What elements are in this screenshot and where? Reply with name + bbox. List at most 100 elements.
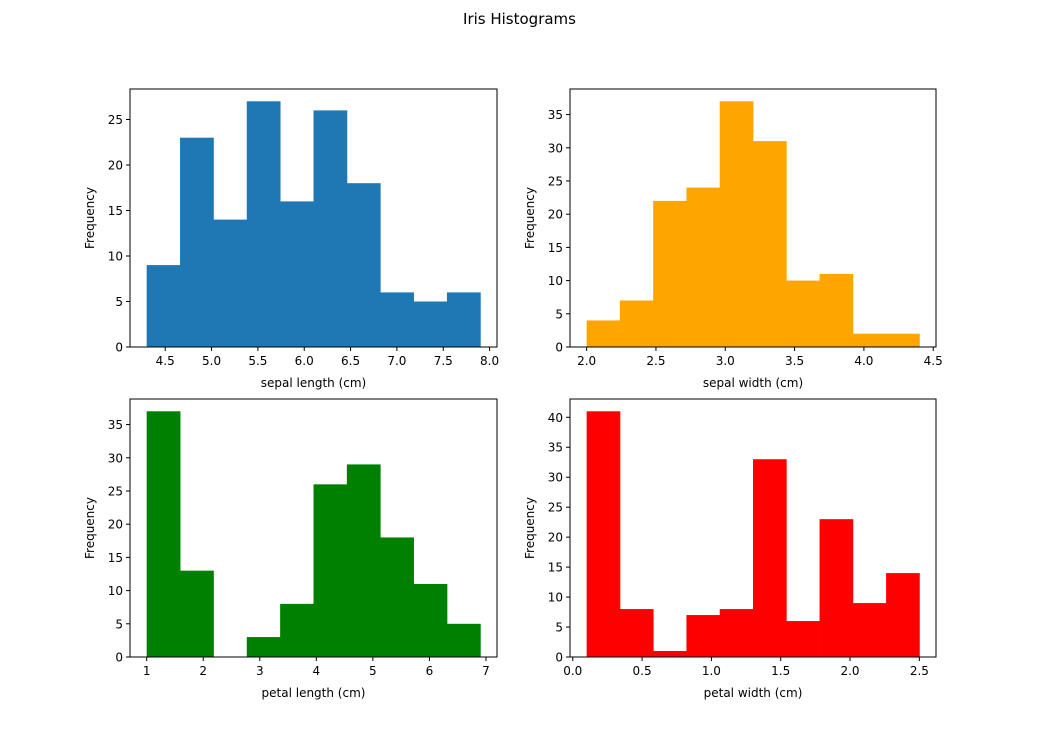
x-tick-label: 3.5 bbox=[785, 354, 804, 368]
histogram-bar bbox=[380, 292, 414, 347]
x-tick-label: 1.0 bbox=[702, 664, 721, 678]
y-tick-label: 5 bbox=[555, 307, 563, 321]
x-tick-label: 4 bbox=[313, 664, 321, 678]
y-tick-label: 35 bbox=[548, 441, 563, 455]
subplot-petal-width: 0.0 0.5 1.0 1.5 2.0 2.5 0 5 10 15 20 25 30 35 40 petal … bbox=[523, 398, 937, 700]
y-tick-label: 20 bbox=[108, 158, 123, 172]
y-axis-label: Frequency bbox=[83, 497, 97, 559]
y-tick-label: 30 bbox=[108, 451, 123, 465]
y-tick-label: 5 bbox=[115, 295, 123, 309]
y-tick-label: 25 bbox=[108, 113, 123, 127]
y-tick-label: 40 bbox=[548, 411, 563, 425]
histogram-bar bbox=[313, 484, 348, 657]
histogram-bar bbox=[653, 651, 687, 657]
x-tick-label: 1.5 bbox=[771, 664, 790, 678]
x-tick-label: 0.0 bbox=[563, 664, 582, 678]
histogram-bar bbox=[753, 141, 787, 347]
histogram-bar bbox=[446, 292, 481, 347]
y-tick-label: 25 bbox=[108, 484, 123, 498]
y-tick-label: 20 bbox=[548, 531, 563, 545]
x-axis-label: petal length (cm) bbox=[262, 686, 366, 700]
histogram-bar bbox=[280, 201, 314, 347]
x-tick-label: 2 bbox=[199, 664, 207, 678]
y-tick-label: 10 bbox=[108, 249, 123, 263]
x-axis-label: sepal width (cm) bbox=[703, 376, 803, 390]
y-tick-label: 0 bbox=[115, 651, 123, 665]
histogram-bar bbox=[586, 411, 621, 657]
y-tick-label: 5 bbox=[115, 617, 123, 631]
histogram-bar bbox=[653, 200, 687, 347]
histogram-bar bbox=[753, 459, 787, 657]
y-tick-label: 0 bbox=[115, 341, 123, 355]
histogram-bar bbox=[213, 219, 248, 347]
y-axis-label: Frequency bbox=[83, 187, 97, 249]
histogram-bar bbox=[180, 570, 214, 657]
x-tick-label: 8.0 bbox=[480, 354, 499, 368]
x-tick-label: 4.5 bbox=[156, 354, 175, 368]
x-tick-label: 4.5 bbox=[924, 354, 943, 368]
histogram-bar bbox=[413, 301, 448, 347]
x-tick-label: 3.0 bbox=[716, 354, 735, 368]
histogram-bar bbox=[852, 603, 887, 657]
histogram-bar bbox=[146, 411, 181, 657]
bars bbox=[146, 411, 481, 657]
histogram-bar bbox=[346, 464, 381, 657]
x-tick-label: 2.5 bbox=[910, 664, 929, 678]
y-tick-label: 20 bbox=[108, 518, 123, 532]
axes-frame bbox=[569, 88, 937, 348]
histogram-bar bbox=[246, 101, 281, 347]
y-tick-label: 30 bbox=[548, 141, 563, 155]
x-tick-label: 0.5 bbox=[633, 664, 652, 678]
histogram-bar bbox=[686, 615, 721, 657]
x-tick-label: 5 bbox=[369, 664, 377, 678]
histogram-bar bbox=[619, 609, 654, 657]
axes-frame bbox=[569, 398, 937, 658]
y-tick-label: 15 bbox=[108, 551, 123, 565]
subplot-sepal-length: 4.5 5.0 5.5 6.0 6.5 7.0 7.5 8.0 0 5 10 15 20 25 sepal … bbox=[83, 88, 499, 390]
y-tick-label: 0 bbox=[555, 651, 563, 665]
x-tick-label: 7.5 bbox=[434, 354, 453, 368]
figure-title: Iris Histograms bbox=[463, 10, 576, 28]
y-tick-label: 0 bbox=[555, 341, 563, 355]
x-tick-label: 6.0 bbox=[295, 354, 314, 368]
x-tick-label: 7 bbox=[482, 664, 490, 678]
y-tick-label: 30 bbox=[548, 471, 563, 485]
y-tick-label: 35 bbox=[548, 108, 563, 122]
histogram-bar bbox=[313, 110, 348, 347]
x-tick-label: 5.0 bbox=[202, 354, 221, 368]
y-tick-label: 10 bbox=[108, 584, 123, 598]
bars bbox=[586, 411, 920, 657]
histogram-bar bbox=[852, 333, 887, 347]
y-tick-label: 5 bbox=[555, 621, 563, 635]
histogram-bar bbox=[180, 137, 214, 347]
y-tick-label: 20 bbox=[548, 208, 563, 222]
y-axis-label: Frequency bbox=[523, 187, 537, 249]
histogram-bar bbox=[413, 583, 448, 657]
histogram-bar bbox=[786, 621, 820, 657]
x-axis-label: petal width (cm) bbox=[704, 686, 803, 700]
x-axis-label: sepal length (cm) bbox=[261, 376, 366, 390]
histogram-bar bbox=[380, 537, 414, 657]
histogram-bar bbox=[886, 573, 920, 657]
x-tick-label: 1 bbox=[143, 664, 151, 678]
y-axis-label: Frequency bbox=[523, 497, 537, 559]
bars bbox=[586, 101, 920, 347]
histogram-bar bbox=[586, 320, 621, 347]
histogram-bar bbox=[446, 623, 481, 657]
y-tick-label: 10 bbox=[548, 591, 563, 605]
histogram-bar bbox=[819, 273, 854, 347]
histogram-bar bbox=[786, 280, 820, 347]
y-tick-label: 35 bbox=[108, 418, 123, 432]
histogram-bar bbox=[146, 265, 181, 347]
y-tick-label: 15 bbox=[108, 204, 123, 218]
histogram-bar bbox=[686, 187, 721, 347]
histogram-bar bbox=[719, 101, 754, 347]
x-tick-label: 3 bbox=[256, 664, 264, 678]
histogram-bar bbox=[280, 603, 314, 657]
y-tick-label: 15 bbox=[548, 241, 563, 255]
axes-frame bbox=[129, 88, 498, 348]
y-tick-label: 25 bbox=[548, 174, 563, 188]
histogram-bar bbox=[619, 300, 654, 347]
